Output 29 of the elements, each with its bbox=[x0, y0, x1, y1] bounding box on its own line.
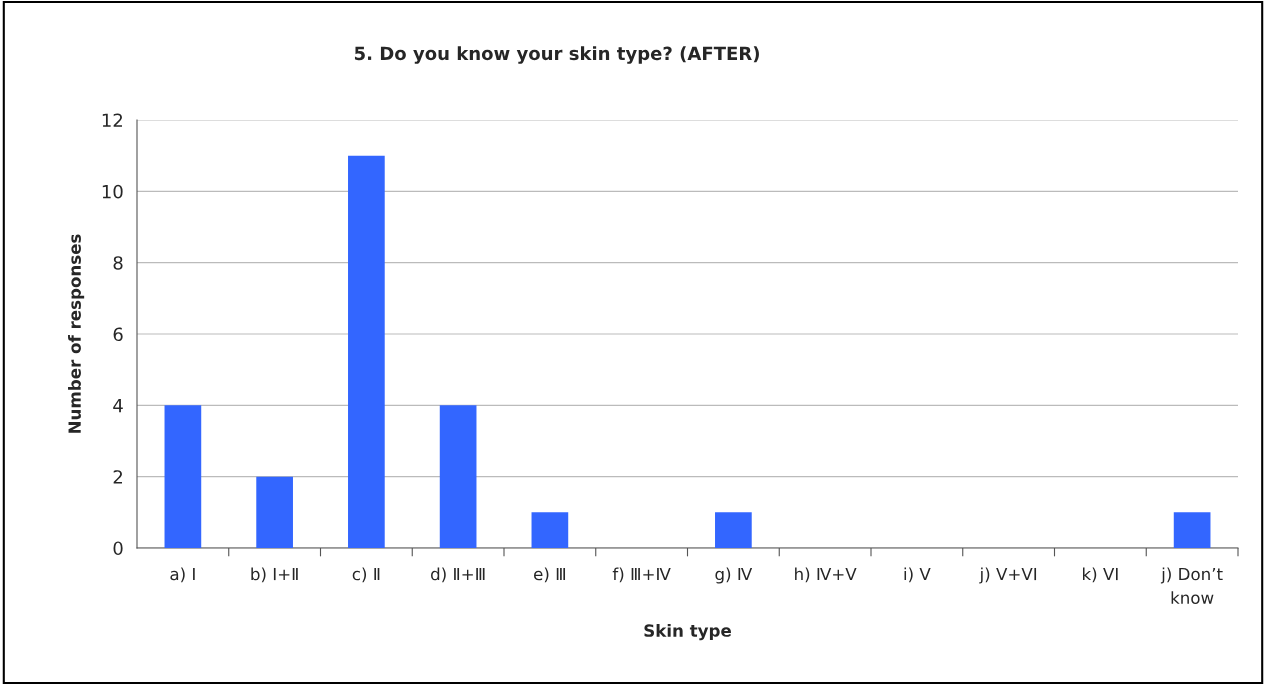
bar bbox=[348, 155, 385, 548]
x-tick-label: i) V bbox=[904, 567, 931, 583]
x-tick-label: h) Ⅳ+V bbox=[795, 567, 857, 583]
y-tick-label: 10 bbox=[102, 184, 123, 199]
x-tick-label: j) V+VI bbox=[979, 567, 1037, 584]
x-tick-label: j) Don’t know bbox=[1160, 567, 1223, 605]
bar bbox=[256, 476, 293, 548]
y-tick-label: 2 bbox=[113, 470, 122, 484]
bar bbox=[715, 512, 752, 548]
x-tick-label: k) VI bbox=[1083, 567, 1118, 583]
y-tick-label: 8 bbox=[113, 256, 123, 270]
y-tick-label: 0 bbox=[113, 541, 123, 556]
y-tick-label: 4 bbox=[113, 399, 123, 413]
bar bbox=[164, 405, 202, 548]
x-tick-label: a) Ⅰ bbox=[170, 567, 195, 583]
bar bbox=[531, 512, 569, 548]
chart-title: 5. Do you know your skin type? (AFTER) bbox=[354, 46, 759, 64]
y-tick-label: 6 bbox=[113, 327, 123, 342]
bar bbox=[439, 405, 477, 548]
x-tick-label: b) Ⅰ+Ⅱ bbox=[251, 567, 298, 583]
x-tick-label: f) Ⅲ+Ⅳ bbox=[612, 567, 671, 583]
x-tick-label: c) Ⅱ bbox=[352, 567, 380, 583]
y-axis-title: Number of responses bbox=[68, 234, 85, 433]
y-tick-label: 12 bbox=[102, 113, 122, 127]
x-tick-label: e) Ⅲ bbox=[534, 567, 566, 583]
bar bbox=[1173, 512, 1211, 548]
x-tick-label: d) Ⅱ+Ⅲ bbox=[431, 567, 485, 583]
x-axis-title: Skin type bbox=[644, 623, 731, 641]
x-tick-label: g) Ⅳ bbox=[715, 567, 753, 584]
